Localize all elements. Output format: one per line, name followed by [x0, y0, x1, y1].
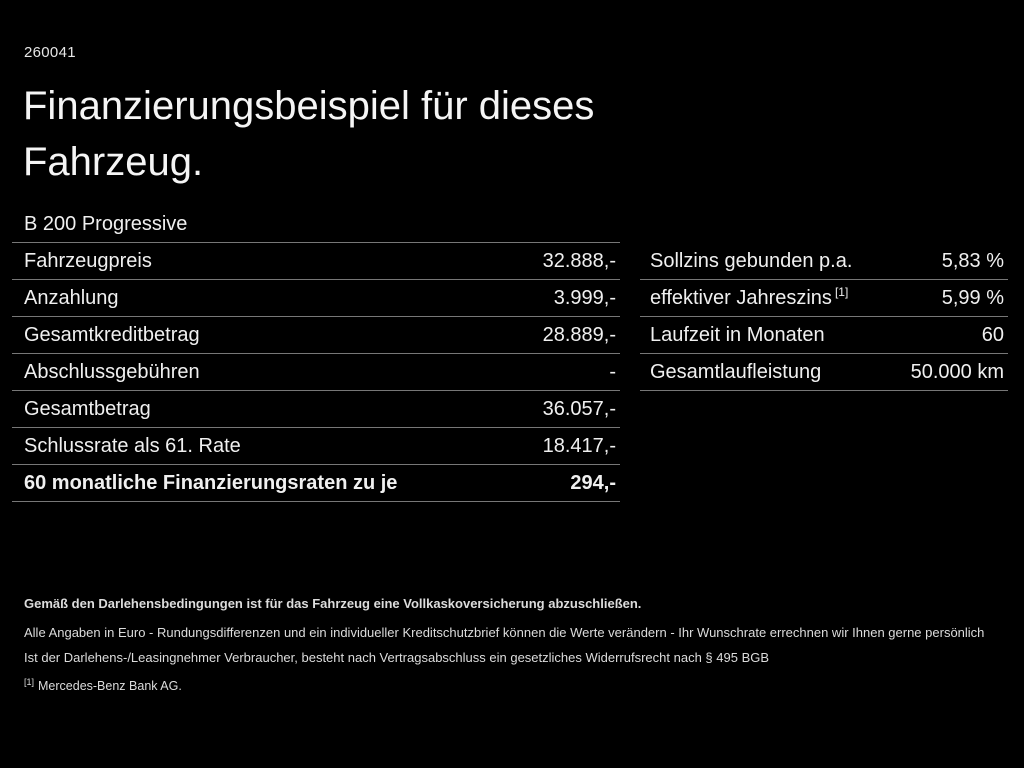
finance-label: Gesamtkreditbetrag	[24, 323, 200, 346]
footnotes: Gemäß den Darlehensbedingungen ist für d…	[24, 596, 1000, 693]
condition-value: 5,83 %	[941, 249, 1004, 272]
page-title-line2: Fahrzeug.	[23, 140, 204, 184]
condition-value: 60	[981, 323, 1004, 346]
condition-label: Laufzeit in Monaten	[650, 323, 825, 346]
footnote-disclaimer: Alle Angaben in Euro - Rundungsdifferenz…	[24, 625, 985, 640]
condition-value: 50.000 km	[910, 360, 1004, 383]
finance-value: 36.057,-	[542, 397, 616, 420]
finance-value: 3.999,-	[553, 286, 616, 309]
finance-row: Gesamtkreditbetrag 28.889,-	[12, 317, 620, 354]
finance-label: Anzahlung	[24, 286, 119, 309]
condition-row: effektiver Jahreszins [1] 5,99 %	[640, 280, 1008, 317]
condition-label: Sollzins gebunden p.a.	[650, 249, 853, 272]
finance-value: 32.888,-	[542, 249, 616, 272]
conditions-table: Sollzins gebunden p.a. 5,83 % effektiver J…	[640, 243, 1008, 391]
page-title-line1: Finanzierungsbeispiel für dieses	[23, 84, 595, 128]
finance-row: Schlussrate als 61. Rate 18.417,-	[12, 428, 620, 465]
finance-table-rows: Fahrzeugpreis 32.888,- Anzahlung 3.999,- Ges…	[12, 243, 620, 502]
condition-label: effektiver Jahreszins [1]	[650, 284, 849, 309]
finance-label: Fahrzeugpreis	[24, 249, 152, 272]
document-number: 260041	[24, 44, 76, 61]
condition-row: Gesamtlaufleistung 50.000 km	[640, 354, 1008, 391]
condition-row: Laufzeit in Monaten 60	[640, 317, 1008, 354]
model-name: B 200 Progressive	[12, 206, 620, 243]
finance-value: 294,-	[570, 471, 616, 494]
finance-value: 18.417,-	[542, 434, 616, 457]
condition-value: 5,99 %	[941, 286, 1004, 309]
footnote-marker: [1]	[24, 677, 35, 687]
finance-table: B 200 Progressive Fahrzeugpreis 32.888,- A…	[12, 206, 620, 502]
finance-row: Anzahlung 3.999,-	[12, 280, 620, 317]
condition-label: Gesamtlaufleistung	[650, 360, 822, 383]
finance-value: 28.889,-	[542, 323, 616, 346]
finance-value: -	[609, 360, 616, 383]
finance-label: 60 monatliche Finanzierungsraten zu je	[24, 471, 398, 494]
footnote-withdrawal: Ist der Darlehens-/Leasingnehmer Verbrau…	[24, 650, 770, 665]
footnote-reference-marker: [1]	[834, 284, 849, 299]
finance-label: Gesamtbetrag	[24, 397, 151, 420]
footnote-bank: [1] Mercedes-Benz Bank AG.	[24, 677, 1000, 693]
footnote-insurance: Gemäß den Darlehensbedingungen ist für d…	[24, 596, 642, 611]
finance-label: Schlussrate als 61. Rate	[24, 434, 241, 457]
finance-row: Fahrzeugpreis 32.888,-	[12, 243, 620, 280]
finance-row: 60 monatliche Finanzierungsraten zu je 29…	[12, 465, 620, 502]
footnote-bank-text: Mercedes-Benz Bank AG.	[38, 679, 182, 694]
finance-row: Abschlussgebühren -	[12, 354, 620, 391]
page-title: Finanzierungsbeispiel für dieses Fahrzeu…	[23, 78, 594, 190]
finance-row: Gesamtbetrag 36.057,-	[12, 391, 620, 428]
conditions-table-rows: Sollzins gebunden p.a. 5,83 % effektiver J…	[640, 243, 1008, 391]
finance-label: Abschlussgebühren	[24, 360, 200, 383]
condition-row: Sollzins gebunden p.a. 5,83 %	[640, 243, 1008, 280]
